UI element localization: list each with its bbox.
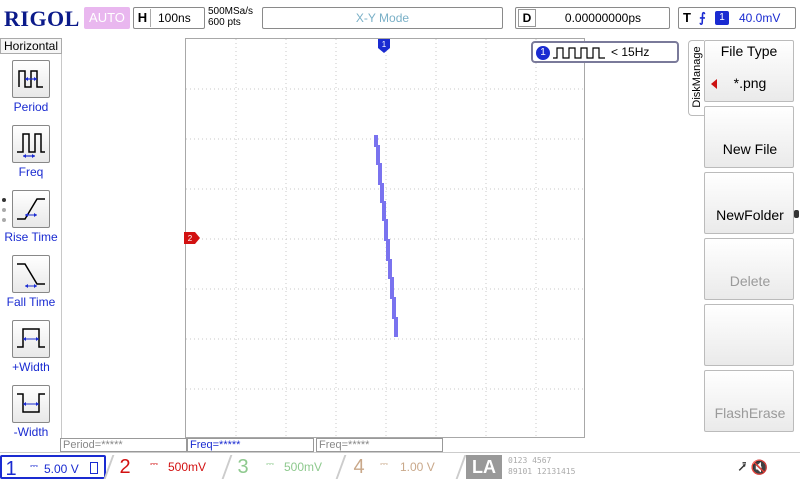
channel-2-scale: 500mV: [168, 460, 207, 474]
new-file-label: New File: [722, 141, 778, 157]
dc-coupling-icon: ⎓: [150, 459, 158, 470]
channel-4-number: 4: [353, 456, 365, 478]
freq-icon: [12, 125, 50, 163]
run-status-badge[interactable]: AUTO: [84, 7, 130, 29]
channel-4-scale: 1.00 V: [400, 460, 435, 474]
channel-2-number: 2: [119, 456, 131, 478]
fall-time-label: Fall Time: [6, 295, 56, 309]
system-status-icons: ⭷ 🔇: [738, 457, 768, 481]
waveform-display[interactable]: [185, 38, 585, 438]
timebase-indicator[interactable]: H 100ns: [133, 7, 205, 29]
selection-arrow-icon: [711, 79, 717, 89]
period-icon: [12, 60, 50, 98]
empty-menu-slot: [704, 304, 794, 366]
measure-positive-width-button[interactable]: +Width: [0, 316, 62, 380]
channel-1-status[interactable]: 1 ⎓ 5.00 V: [0, 455, 106, 480]
delay-tag: D: [518, 9, 536, 27]
measurement-freq-1[interactable]: Freq=*****: [187, 438, 314, 452]
freq-label: Freq: [18, 165, 44, 179]
measure-freq-button[interactable]: Freq: [0, 121, 62, 185]
disk-manage-tab[interactable]: DiskManage: [688, 40, 704, 116]
dc-coupling-icon: ⎓: [380, 459, 388, 470]
sample-info: 500MSa/s 600 pts: [208, 6, 253, 28]
flash-erase-button[interactable]: FlashErase: [704, 370, 794, 432]
menu-page-indicator: [794, 210, 799, 218]
fall-time-icon: [12, 255, 50, 293]
delay-indicator[interactable]: D 0.00000000ps: [515, 7, 670, 29]
period-label: Period: [13, 100, 49, 114]
channel-4-status[interactable]: 4 ⎓ 1.00 V: [346, 455, 458, 479]
square-wave-icon: [553, 47, 605, 59]
rise-time-label: Rise Time: [4, 230, 58, 244]
memory-depth: 600 pts: [208, 17, 241, 28]
acquisition-mode: X-Y Mode: [262, 7, 503, 29]
brand-logo: RIGOL: [4, 6, 80, 31]
trigger-tag: T: [683, 10, 691, 25]
usb-icon: ⭷: [738, 459, 747, 475]
measurement-freq-2[interactable]: Freq=*****: [316, 438, 443, 452]
disk-manage-label: DiskManage: [691, 46, 703, 108]
speaker-muted-icon[interactable]: 🔇: [750, 459, 769, 475]
xy-trace: [374, 135, 398, 337]
measure-period-button[interactable]: Period: [0, 56, 62, 120]
flash-erase-label: FlashErase: [714, 405, 786, 421]
measurement-period[interactable]: Period=*****: [60, 438, 187, 452]
trigger-indicator[interactable]: T ⨍ 1 40.0mV: [678, 7, 796, 29]
negative-width-label: -Width: [13, 425, 49, 439]
negative-width-icon: [12, 385, 50, 423]
trigger-source: 1: [715, 11, 729, 25]
new-folder-button[interactable]: NewFolder: [704, 172, 794, 234]
positive-width-label: +Width: [12, 360, 50, 374]
measure-negative-width-button[interactable]: -Width: [0, 381, 62, 445]
sample-rate: 500MSa/s: [208, 6, 254, 17]
frequency-counter[interactable]: 1 < 15Hz: [531, 41, 679, 63]
positive-width-icon: [12, 320, 50, 358]
channel-3-number: 3: [237, 456, 249, 478]
ch2-marker-label: 2: [188, 234, 193, 243]
la-digits-top: 0123 4567: [508, 456, 552, 465]
logic-analyzer-button[interactable]: LA: [466, 455, 502, 479]
file-type-value: *.png: [733, 75, 767, 91]
counter-value: < 15Hz: [611, 45, 650, 59]
new-folder-label: NewFolder: [716, 207, 784, 223]
rising-edge-icon: ⨍: [699, 10, 706, 25]
delete-button[interactable]: Delete: [704, 238, 794, 300]
channel-3-status[interactable]: 3 ⎓ 500mV: [230, 455, 338, 479]
ch1-position-marker[interactable]: 1: [378, 39, 390, 53]
la-digits-bottom: 89101 12131415: [508, 467, 576, 476]
ch2-offset-marker[interactable]: 2: [184, 232, 200, 244]
bandwidth-limit-icon: [90, 462, 98, 474]
ch1-marker-label: 1: [382, 40, 387, 49]
delete-label: Delete: [729, 273, 771, 289]
la-channel-map: 0123 4567 89101 12131415: [508, 455, 604, 479]
channel-2-status[interactable]: 2 ⎓ 500mV: [112, 455, 224, 479]
rise-time-icon: [12, 190, 50, 228]
left-menu-title: Horizontal: [0, 38, 62, 54]
timebase-value: 100ns: [158, 11, 191, 25]
measure-rise-time-button[interactable]: Rise Time: [0, 186, 62, 250]
counter-source: 1: [536, 46, 550, 60]
trigger-level: 40.0mV: [739, 11, 781, 25]
top-status-bar: RIGOL AUTO H 100ns 500MSa/s 600 pts X-Y …: [0, 0, 800, 38]
new-file-button[interactable]: New File: [704, 106, 794, 168]
timebase-tag: H: [135, 9, 151, 27]
graticule: [186, 39, 584, 437]
file-type-title: File Type: [720, 43, 778, 59]
disk-manage-menu: File Type *.png New File NewFolder Delet…: [704, 40, 794, 432]
channel-status-bar: 1 ⎓ 5.00 V 2 ⎓ 500mV 3 ⎓ 500mV 4 ⎓ 1.00 …: [0, 452, 800, 480]
channel-1-number: 1: [5, 458, 17, 480]
channel-3-scale: 500mV: [284, 460, 323, 474]
dc-coupling-icon: ⎓: [30, 461, 38, 472]
horizontal-measure-menu: Horizontal Period Freq Rise Time Fall Ti…: [0, 38, 62, 450]
dc-coupling-icon: ⎓: [266, 459, 274, 470]
channel-1-scale: 5.00 V: [44, 462, 79, 476]
delay-value: 0.00000000ps: [564, 11, 641, 25]
measure-fall-time-button[interactable]: Fall Time: [0, 251, 62, 315]
file-type-button[interactable]: File Type *.png: [704, 40, 794, 102]
menu-page-dots: [2, 198, 6, 228]
